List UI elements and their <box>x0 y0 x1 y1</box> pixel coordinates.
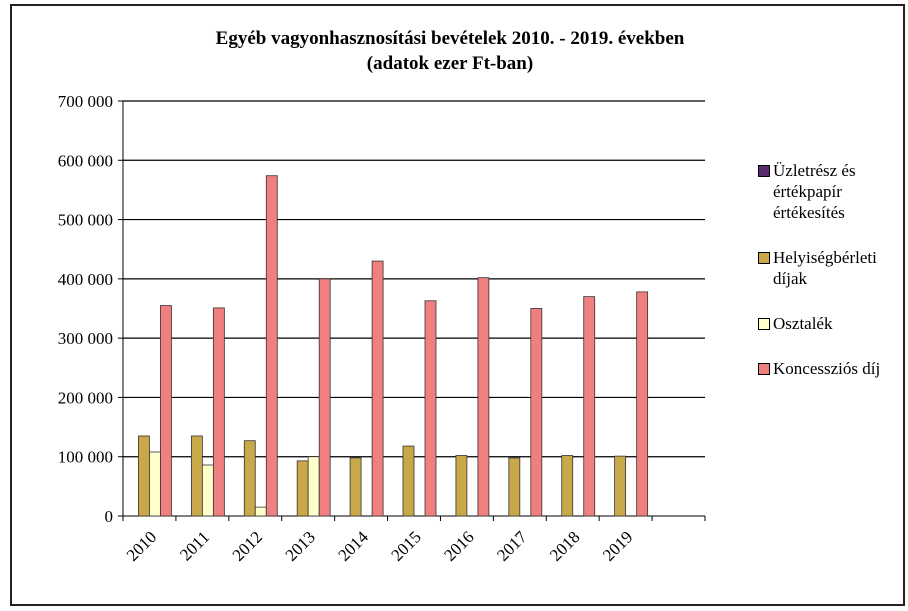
y-tick-label: 300 000 <box>58 329 113 348</box>
y-tick-label: 600 000 <box>58 151 113 170</box>
legend-swatch <box>758 165 770 177</box>
bar <box>201 464 214 517</box>
bar <box>265 175 278 517</box>
bar <box>318 278 331 517</box>
y-tick-label: 400 000 <box>58 270 113 289</box>
x-tick-label: 2011 <box>176 527 213 564</box>
chart-frame <box>10 4 905 606</box>
chart-title: Egyéb vagyonhasznosítási bevételek 2010.… <box>216 28 685 49</box>
legend-item: Üzletrész és értékpapír értékesítés <box>758 160 908 223</box>
x-tick-label: 2017 <box>493 527 531 565</box>
x-tick-label: 2012 <box>229 527 266 564</box>
bar <box>254 506 267 517</box>
x-tick-label: 2014 <box>334 527 372 565</box>
x-tick-label: 2015 <box>387 527 424 564</box>
legend-swatch <box>758 363 770 375</box>
x-tick-label: 2018 <box>546 527 583 564</box>
bar <box>307 456 320 517</box>
y-tick-label: 100 000 <box>58 448 113 467</box>
y-tick-label: 500 000 <box>58 211 113 230</box>
chart-subtitle: (adatok ezer Ft-ban) <box>367 53 533 74</box>
bar <box>530 308 543 517</box>
bar <box>402 445 415 517</box>
legend-swatch <box>758 252 770 264</box>
bar <box>138 435 150 517</box>
y-tick-label: 0 <box>105 507 114 526</box>
bar <box>424 300 437 517</box>
bar <box>614 455 627 517</box>
y-tick-label: 700 000 <box>58 92 113 111</box>
bar <box>477 277 490 517</box>
legend-swatch <box>758 318 770 330</box>
bar <box>190 435 203 517</box>
x-tick-label: 2019 <box>599 527 636 564</box>
legend-label: Koncessziós díj <box>773 359 881 378</box>
bar <box>296 460 309 517</box>
y-tick-label: 200 000 <box>58 388 113 407</box>
legend-item: Osztalék <box>758 313 908 334</box>
legend-item: Helyiségbérleti díjak <box>758 247 908 289</box>
bar <box>508 457 521 517</box>
legend-label: Helyiségbérleti díjak <box>773 248 877 288</box>
x-tick-label: 2010 <box>123 527 160 564</box>
bar <box>371 260 384 517</box>
bar <box>636 291 649 517</box>
bar <box>160 305 172 517</box>
bar <box>149 451 161 517</box>
x-tick-label: 2013 <box>282 527 319 564</box>
bar <box>583 296 596 517</box>
bar <box>455 455 468 517</box>
legend-label: Osztalék <box>773 314 833 333</box>
x-tick-label: 2016 <box>440 527 477 564</box>
legend-label: Üzletrész és értékpapír értékesítés <box>773 161 856 222</box>
bar <box>349 457 362 517</box>
legend-item: Koncessziós díj <box>758 358 908 379</box>
bar <box>243 440 256 517</box>
bar <box>561 455 574 517</box>
legend: Üzletrész és értékpapír értékesítés Helyi… <box>758 160 908 403</box>
bar <box>212 307 225 517</box>
